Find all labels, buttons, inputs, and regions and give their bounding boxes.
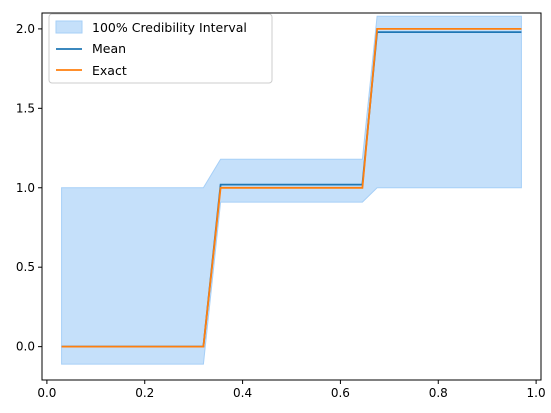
- x-tick-label: 1.0: [527, 386, 546, 400]
- legend-label-interval: 100% Credibility Interval: [92, 20, 247, 35]
- y-tick-label: 2.0: [16, 22, 35, 36]
- y-tick-label: 1.5: [16, 101, 35, 115]
- x-tick-label: 0.8: [429, 386, 448, 400]
- x-tick-label: 0.0: [37, 386, 56, 400]
- legend: 100% Credibility Interval Mean Exact: [48, 13, 273, 84]
- y-tick-label: 0.5: [16, 260, 35, 274]
- x-tick-label: 0.6: [331, 386, 350, 400]
- series-line-exact: [61, 27, 522, 348]
- y-tick-label: 0.0: [16, 340, 35, 354]
- x-tick-label: 0.4: [233, 386, 252, 400]
- credibility-interval-band: [61, 15, 522, 365]
- y-tick-label: 1.0: [16, 181, 35, 195]
- legend-box: [48, 13, 273, 84]
- plot-area-frame: [41, 12, 542, 381]
- x-tick-label: 0.2: [135, 386, 154, 400]
- legend-label-exact: Exact: [92, 63, 127, 78]
- legend-label-mean: Mean: [92, 41, 126, 56]
- legend-swatch-interval: [55, 20, 83, 34]
